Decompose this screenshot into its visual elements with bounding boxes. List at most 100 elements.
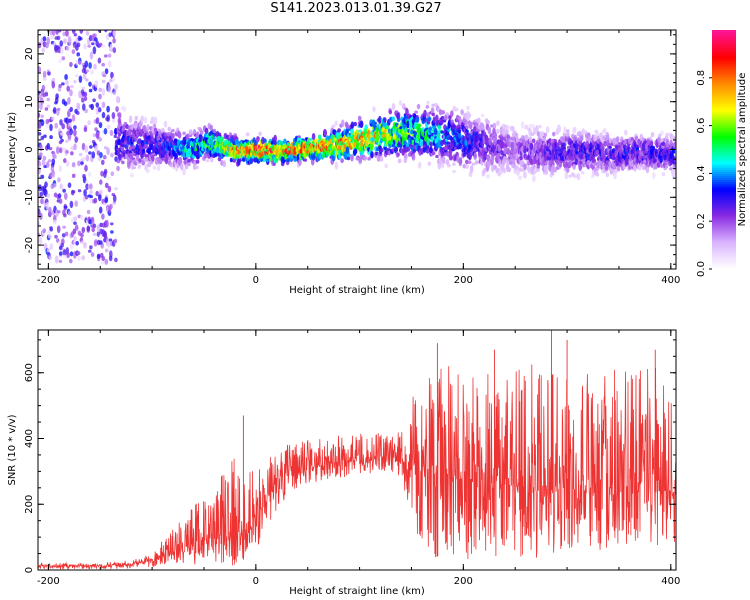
spectral-mark — [55, 93, 59, 100]
spectral-mark — [383, 129, 388, 133]
colorbar-tick-label: 0.6 — [696, 118, 707, 134]
spectral-mark — [112, 47, 117, 54]
spectral-mark — [38, 42, 42, 49]
spectral-mark — [573, 127, 577, 132]
spectral-mark — [414, 121, 418, 126]
spectral-mark — [425, 149, 430, 154]
spectral-mark — [84, 60, 89, 68]
spectral-mark — [62, 249, 67, 257]
spectral-mark — [587, 136, 592, 142]
spectral-mark — [554, 148, 559, 152]
spectral-mark — [47, 71, 51, 76]
spectral-mark — [137, 164, 142, 169]
spectral-mark — [182, 131, 186, 136]
spectral-mark — [282, 144, 286, 150]
spectral-mark — [84, 145, 89, 153]
spectral-mark — [434, 128, 438, 136]
spectral-mark — [105, 219, 109, 228]
spectral-mark — [48, 255, 52, 261]
spectral-mark — [474, 131, 479, 139]
colorbar-swatch — [712, 231, 736, 234]
spectral-mark — [163, 132, 168, 137]
spectral-mark — [56, 107, 61, 111]
colorbar-swatch — [712, 105, 736, 109]
spectral-mark — [633, 164, 637, 172]
spectral-mark — [465, 164, 469, 169]
spectral-mark — [56, 35, 61, 41]
spectral-mark — [471, 162, 476, 166]
spectral-mark — [67, 182, 72, 188]
spectral-mark — [462, 164, 467, 169]
spectral-mark — [112, 30, 117, 37]
spectral-mark — [452, 170, 456, 173]
colorbar-swatch — [712, 237, 736, 240]
spectral-mark — [533, 158, 537, 164]
spectral-mark — [59, 183, 63, 190]
colorbar-swatch — [712, 203, 736, 206]
spectral-mark — [222, 160, 227, 168]
spectral-mark — [40, 135, 45, 141]
spectral-mark — [54, 48, 59, 53]
spectral-mark — [76, 102, 80, 111]
spectral-mark — [98, 137, 102, 142]
spectral-mark — [55, 146, 60, 155]
spectral-mark — [600, 143, 605, 150]
colorbar: 0.0 0.2 0.4 0.6 0.8 Normalized spectral ampli… — [696, 30, 748, 277]
spectral-mark — [143, 116, 148, 124]
spectral-mark — [648, 136, 652, 140]
spectral-mark — [108, 255, 113, 262]
spectral-mark — [536, 168, 540, 172]
spectral-mark — [98, 234, 103, 240]
spectral-mark — [65, 139, 69, 144]
spectral-mark — [503, 147, 507, 155]
spectral-mark — [96, 224, 101, 231]
spectral-mark — [133, 161, 138, 166]
x-tick-label: -200 — [37, 576, 60, 587]
spectral-mark — [205, 159, 210, 163]
spectral-mark — [45, 123, 50, 129]
spectral-mark — [137, 138, 142, 142]
spectral-mark — [457, 129, 462, 134]
spectral-mark — [523, 171, 527, 179]
spectral-mark — [378, 115, 382, 124]
colorbar-swatch — [712, 37, 736, 41]
spectral-mark — [99, 222, 103, 228]
spectral-mark — [80, 89, 85, 95]
spectral-mark — [427, 116, 432, 122]
spectral-mark — [408, 124, 413, 132]
spectral-mark — [45, 161, 50, 168]
spectral-mark — [391, 103, 396, 111]
colorbar-swatch — [712, 165, 736, 169]
spectral-mark — [650, 131, 655, 138]
spectral-mark — [370, 151, 374, 159]
colorbar-swatch — [712, 153, 736, 157]
colorbar-swatch — [712, 223, 736, 226]
spectral-mark — [88, 249, 92, 253]
spectral-mark — [94, 127, 98, 132]
spectral-mark — [67, 97, 71, 105]
spectral-mark — [114, 257, 118, 263]
spectral-mark — [98, 122, 103, 129]
spectral-mark — [355, 156, 360, 161]
spectral-mark — [78, 75, 83, 83]
spectral-mark — [103, 168, 108, 175]
colorbar-tick-label: 0.0 — [696, 261, 707, 277]
spectral-mark — [82, 157, 86, 161]
spectral-mark — [576, 174, 581, 181]
spectral-mark — [92, 133, 97, 138]
spectral-mark — [127, 129, 132, 137]
spectral-mark — [112, 37, 116, 44]
spectral-mark — [117, 132, 122, 137]
spectral-mark — [109, 203, 113, 210]
colorbar-swatch — [712, 241, 736, 244]
spectral-mark — [438, 109, 443, 116]
spectral-mark — [46, 104, 51, 108]
spectral-mark — [516, 153, 520, 158]
spectral-mark — [62, 31, 66, 37]
y-tick-label: -20 — [24, 237, 35, 253]
colorbar-swatch — [712, 261, 736, 264]
spectral-mark — [57, 177, 61, 183]
spectral-mark — [125, 124, 129, 130]
spectral-mark — [62, 188, 66, 193]
spectral-mark — [672, 136, 676, 143]
